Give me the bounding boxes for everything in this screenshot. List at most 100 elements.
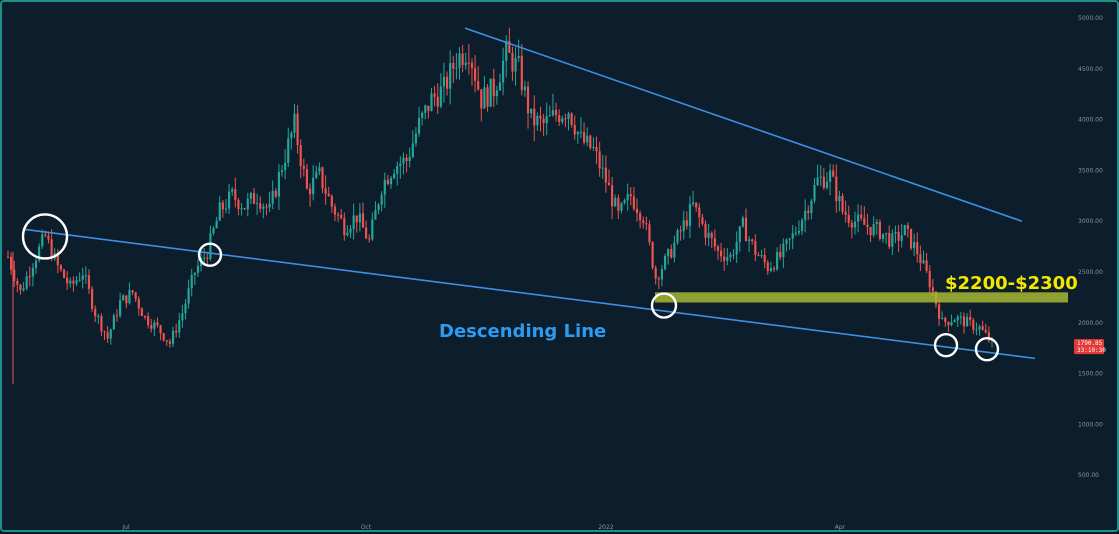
candle-body bbox=[433, 93, 436, 97]
candle-body bbox=[87, 275, 91, 289]
candle-body bbox=[838, 195, 841, 202]
candle-body bbox=[405, 157, 408, 162]
candle-body bbox=[280, 170, 284, 173]
candle-body bbox=[607, 182, 611, 186]
candle-body bbox=[22, 288, 25, 291]
candle-body bbox=[246, 198, 249, 210]
candle-body bbox=[72, 280, 75, 284]
candle-body bbox=[206, 257, 209, 260]
candle-body bbox=[545, 116, 548, 124]
candle-body bbox=[941, 317, 944, 319]
candle-body bbox=[972, 319, 975, 330]
candle-body bbox=[909, 228, 913, 249]
candle-body bbox=[414, 133, 418, 144]
y-tick-label: 2500.00 bbox=[1078, 269, 1103, 276]
candle-body bbox=[567, 113, 570, 119]
candle-body bbox=[56, 253, 59, 266]
candle-body bbox=[305, 169, 309, 189]
candle-body bbox=[760, 255, 763, 257]
candle-body bbox=[888, 233, 891, 247]
candle-body bbox=[502, 60, 505, 83]
candle-body bbox=[595, 146, 598, 152]
candle-body bbox=[396, 165, 399, 174]
candle-body bbox=[408, 156, 411, 162]
candle-body bbox=[115, 315, 119, 317]
candle-body bbox=[800, 220, 804, 231]
candle-body bbox=[875, 221, 878, 225]
candle-body bbox=[368, 238, 371, 240]
touch-point-circle bbox=[650, 292, 678, 319]
candle-body bbox=[84, 275, 87, 277]
candle-body bbox=[719, 250, 723, 257]
candle-body bbox=[218, 202, 221, 221]
candle-body bbox=[617, 197, 620, 211]
candle-body bbox=[374, 210, 377, 220]
candle-body bbox=[380, 194, 383, 205]
candle-body bbox=[586, 135, 589, 143]
candle-body bbox=[860, 214, 863, 219]
x-tick-label: Oct bbox=[361, 524, 372, 531]
candle-body bbox=[663, 255, 667, 270]
candle-body bbox=[763, 255, 766, 263]
candle-body bbox=[196, 266, 200, 273]
candle-body bbox=[327, 193, 330, 197]
candle-body bbox=[349, 228, 352, 233]
candle-body bbox=[573, 124, 576, 135]
candle-body bbox=[483, 87, 486, 109]
candle-body bbox=[975, 329, 978, 331]
candle-body bbox=[449, 62, 452, 89]
candle-body bbox=[424, 105, 427, 113]
y-axis: 5000.00 4500.00 4000.00 3500.00 3000.00 2500.… bbox=[1074, 15, 1106, 479]
candle-body bbox=[530, 108, 533, 114]
candle-body bbox=[243, 208, 246, 210]
candle-body bbox=[598, 151, 601, 169]
candle-body bbox=[822, 176, 825, 188]
candle-body bbox=[825, 181, 829, 188]
candle-body bbox=[175, 330, 178, 333]
candle-body bbox=[897, 231, 900, 241]
candle-body bbox=[645, 223, 648, 225]
candle-body bbox=[265, 206, 268, 208]
candle-body bbox=[302, 166, 305, 170]
candle-body bbox=[486, 87, 489, 107]
candle-body bbox=[782, 243, 785, 258]
candle-body bbox=[969, 316, 972, 320]
candle-body bbox=[558, 115, 561, 122]
candle-body bbox=[589, 135, 592, 148]
touch-point-circle bbox=[21, 213, 69, 260]
candle-body bbox=[903, 225, 906, 236]
candle-body bbox=[729, 254, 732, 258]
candle-body bbox=[234, 189, 237, 200]
candle-body bbox=[377, 204, 380, 211]
candle-body bbox=[791, 233, 794, 239]
candle-body bbox=[131, 290, 134, 293]
candle-body bbox=[100, 316, 103, 332]
candle-body bbox=[885, 233, 888, 235]
candle-body bbox=[841, 195, 844, 212]
candle-body bbox=[508, 40, 511, 53]
candle-body bbox=[78, 279, 81, 281]
candle-body bbox=[498, 82, 502, 91]
candle-body bbox=[741, 217, 744, 227]
candle-body bbox=[869, 227, 872, 236]
candle-body bbox=[900, 235, 903, 241]
candle-body bbox=[959, 316, 962, 318]
candle-body bbox=[252, 193, 256, 204]
candle-body bbox=[495, 90, 498, 97]
candle-body bbox=[455, 67, 458, 69]
candle-body bbox=[25, 276, 28, 289]
support-zone-label: $2200-$2300 bbox=[945, 273, 1078, 294]
candle-body bbox=[962, 316, 966, 327]
candle-body bbox=[564, 118, 567, 120]
y-tick-label: 4000.00 bbox=[1078, 117, 1103, 124]
candle-body bbox=[913, 242, 916, 249]
candle-body bbox=[604, 167, 607, 183]
y-tick-label: 500.00 bbox=[1078, 472, 1099, 479]
candle-body bbox=[987, 332, 990, 341]
x-tick-label: Apr bbox=[835, 524, 846, 531]
candle-body bbox=[670, 249, 673, 258]
candle-body bbox=[614, 197, 617, 207]
candle-body bbox=[330, 196, 333, 207]
